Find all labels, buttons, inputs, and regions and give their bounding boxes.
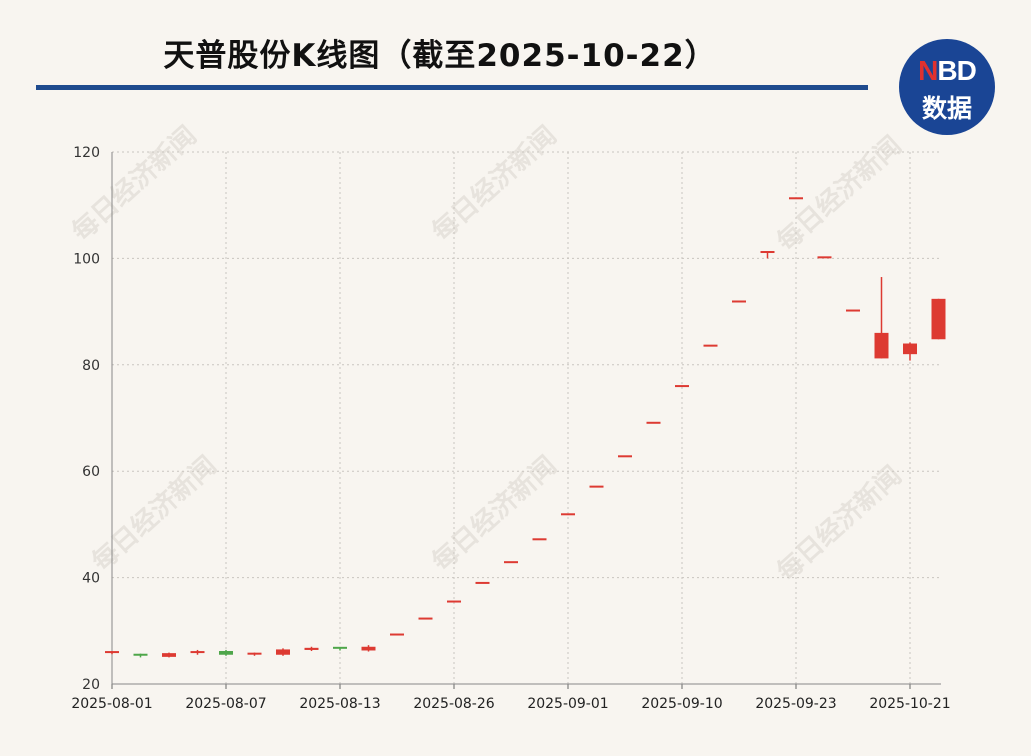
candle-body xyxy=(561,513,575,516)
x-tick-label: 2025-09-10 xyxy=(641,696,722,712)
candle-body xyxy=(162,653,176,657)
candle-body xyxy=(390,633,404,636)
candle xyxy=(931,298,946,340)
nbd-logo: NBD 数据 xyxy=(899,39,995,135)
candle-body xyxy=(760,251,775,254)
candle-body xyxy=(276,649,290,655)
candle-body xyxy=(903,343,917,355)
candle-body xyxy=(817,256,832,259)
candle-body xyxy=(105,651,119,654)
title-underline xyxy=(36,85,868,90)
grid-lines xyxy=(111,151,941,684)
logo-text-nbd: NBD xyxy=(918,55,977,86)
candle xyxy=(219,649,233,656)
candle xyxy=(133,653,148,658)
watermark-text: 每日经济新闻 xyxy=(66,120,203,247)
candle xyxy=(418,617,433,620)
candle-body xyxy=(247,652,262,655)
candle-body xyxy=(846,309,860,312)
y-tick-label: 100 xyxy=(73,251,100,267)
watermark-text: 每日经济新闻 xyxy=(771,130,908,257)
candle-body xyxy=(675,385,689,388)
watermark-text: 每日经济新闻 xyxy=(86,450,223,577)
candle xyxy=(760,251,775,259)
x-tick-label: 2025-08-13 xyxy=(299,696,380,712)
candle-body xyxy=(219,651,233,655)
candle xyxy=(504,561,518,564)
candle-body xyxy=(190,651,205,654)
x-tick-label: 2025-08-01 xyxy=(71,696,152,712)
candle xyxy=(561,513,575,516)
candle xyxy=(874,277,889,359)
candle xyxy=(789,197,803,200)
x-tick-label: 2025-09-23 xyxy=(755,696,836,712)
candle xyxy=(589,485,604,488)
candle xyxy=(333,646,347,651)
candle-body xyxy=(789,197,803,200)
y-tick-label: 60 xyxy=(82,464,100,480)
watermark-text: 每日经济新闻 xyxy=(426,450,563,577)
y-tick-label: 40 xyxy=(82,571,100,587)
candle xyxy=(732,300,746,303)
candle xyxy=(162,652,176,658)
candle xyxy=(903,342,917,361)
x-tick-label: 2025-08-07 xyxy=(185,696,266,712)
candle xyxy=(532,538,547,541)
x-tick-label: 2025-09-01 xyxy=(527,696,608,712)
candle xyxy=(390,633,404,636)
candle-body xyxy=(447,600,461,603)
candle xyxy=(646,421,661,424)
candle-body xyxy=(589,485,604,488)
candle xyxy=(247,652,262,656)
candle-body xyxy=(532,538,547,541)
y-tick-label: 20 xyxy=(82,677,100,693)
candle-body xyxy=(703,344,718,347)
candle xyxy=(361,645,376,652)
candle xyxy=(304,646,319,652)
watermark-text: 每日经济新闻 xyxy=(426,120,563,247)
candle-body xyxy=(646,421,661,424)
watermark-text: 每日经济新闻 xyxy=(771,460,908,587)
candle-body xyxy=(931,298,946,340)
y-tick-label: 80 xyxy=(82,358,100,374)
candle xyxy=(276,648,290,656)
candle xyxy=(817,256,832,259)
candle-body xyxy=(361,646,376,651)
candle xyxy=(105,651,119,655)
candle-body xyxy=(618,455,632,458)
logo-text-data: 数据 xyxy=(921,94,972,123)
tick-labels: 20 40 60 80 100 120 2025-08-01 2025-08-07 2025-0… xyxy=(71,145,950,712)
x-tick-label: 2025-10-21 xyxy=(869,696,950,712)
candle xyxy=(675,385,689,388)
candle xyxy=(846,309,860,312)
candle xyxy=(190,649,205,655)
y-tick-label: 120 xyxy=(73,145,100,161)
candle-body xyxy=(732,300,746,303)
candle-body xyxy=(874,332,889,359)
axes xyxy=(111,152,941,689)
candle xyxy=(618,455,632,458)
candle xyxy=(703,344,718,347)
candle-body xyxy=(504,561,518,564)
chart-title: 天普股份K线图（截至2025-10-22） xyxy=(163,38,717,74)
candle-body xyxy=(133,653,148,656)
candle-body xyxy=(333,646,347,649)
candle xyxy=(447,600,461,603)
candle xyxy=(475,581,490,584)
candles xyxy=(105,197,946,658)
candle-body xyxy=(304,647,319,650)
x-tick-label: 2025-08-26 xyxy=(413,696,494,712)
candle-body xyxy=(475,581,490,584)
candle-body xyxy=(418,617,433,620)
